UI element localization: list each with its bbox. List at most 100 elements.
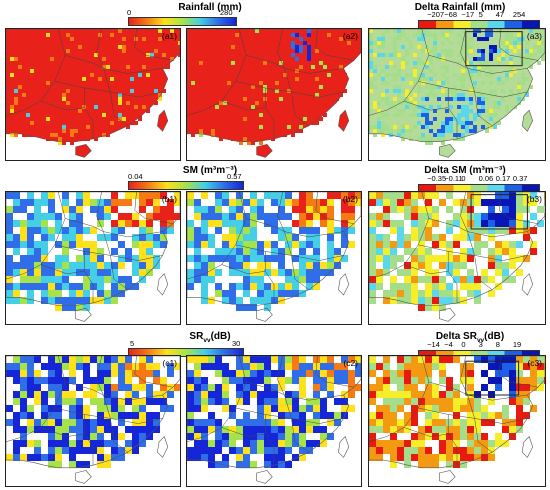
- map-grid-cell: [390, 227, 397, 234]
- map-grid-cell: [178, 37, 180, 41]
- map-grid-cell: [381, 97, 385, 101]
- map-grid-cell: [259, 121, 263, 125]
- map-grid-cell: [433, 41, 437, 45]
- map-grid-cell: [505, 33, 509, 37]
- map-grid-cell: [334, 419, 341, 426]
- map-grid-cell: [146, 255, 153, 262]
- map-grid-cell: [243, 384, 250, 391]
- colorbar-tick-label: −0.35: [427, 174, 447, 183]
- map-grid-cell: [376, 384, 383, 391]
- map-grid-cell: [125, 384, 132, 391]
- map-grid-cell: [383, 248, 390, 255]
- map-grid-cell: [497, 49, 501, 53]
- map-grid-cell: [502, 220, 509, 227]
- map-grid-cell: [477, 69, 481, 73]
- map-grid-cell: [313, 412, 320, 419]
- map-grid-cell: [327, 370, 334, 377]
- map-grid-cell: [347, 49, 351, 53]
- map-grid-cell: [34, 391, 41, 398]
- map-grid-cell: [263, 73, 267, 77]
- map-grid-cell: [381, 129, 385, 133]
- map-grid-cell: [250, 241, 257, 248]
- map-grid-cell: [521, 81, 525, 85]
- map-grid-cell: [247, 109, 251, 113]
- map-grid-cell: [62, 356, 69, 363]
- map-grid-cell: [134, 37, 138, 41]
- map-grid-cell: [250, 227, 257, 234]
- map-grid-cell: [481, 57, 485, 61]
- map-grid-cell: [405, 93, 409, 97]
- map-grid-cell: [283, 61, 287, 65]
- map-grid-cell: [62, 97, 66, 101]
- map-grid-cell: [102, 113, 106, 117]
- panel-label: (c3): [527, 358, 542, 368]
- map-grid-cell: [489, 45, 493, 49]
- map-canvas: [369, 29, 545, 158]
- map-grid-cell: [201, 419, 208, 426]
- map-grid-cell: [50, 81, 54, 85]
- map-grid-cell: [13, 356, 20, 363]
- map-grid-cell: [20, 276, 27, 283]
- map-grid-cell: [187, 377, 194, 384]
- map-grid-cell: [104, 206, 111, 213]
- map-grid-cell: [313, 391, 320, 398]
- map-grid-cell: [457, 133, 461, 137]
- map-grid-cell: [191, 117, 195, 121]
- map-grid-cell: [62, 440, 69, 447]
- map-grid-cell: [10, 65, 14, 69]
- map-grid-cell: [481, 269, 488, 276]
- map-grid-cell: [215, 391, 222, 398]
- map-grid-cell: [195, 121, 199, 125]
- map-grid-cell: [441, 137, 445, 141]
- land-area: [338, 436, 349, 458]
- map-grid-cell: [142, 101, 146, 105]
- map-grid-cell: [397, 391, 404, 398]
- map-grid-cell: [341, 220, 348, 227]
- map-grid-cell: [544, 377, 545, 384]
- map-grid-cell: [187, 426, 194, 433]
- map-grid-cell: [493, 105, 497, 109]
- map-grid-cell: [229, 262, 236, 269]
- map-grid-cell: [341, 405, 348, 412]
- map-grid-cell: [259, 133, 263, 137]
- map-grid-cell: [489, 69, 493, 73]
- map-grid-cell: [146, 433, 153, 440]
- map-grid-cell: [194, 447, 201, 454]
- map-grid-cell: [20, 262, 27, 269]
- map-grid-cell: [150, 65, 154, 69]
- map-grid-cell: [167, 206, 174, 213]
- panel-label: (b3): [526, 194, 542, 204]
- map-grid-cell: [70, 133, 74, 137]
- map-grid-cell: [439, 255, 446, 262]
- map-grid-cell: [139, 433, 146, 440]
- map-grid-cell: [69, 297, 76, 304]
- map-grid-cell: [6, 73, 10, 77]
- map-grid-cell: [429, 89, 433, 93]
- map-grid-cell: [530, 384, 537, 391]
- map-grid-cell: [331, 49, 335, 53]
- map-grid-cell: [10, 69, 14, 73]
- map-panel-a1: (a1): [5, 28, 181, 161]
- map-grid-cell: [373, 65, 377, 69]
- map-grid-cell: [76, 426, 83, 433]
- map-grid-cell: [497, 29, 501, 33]
- map-grid-cell: [355, 199, 361, 206]
- map-grid-cell: [150, 93, 154, 97]
- map-grid-cell: [339, 85, 343, 89]
- map-grid-cell: [41, 454, 48, 461]
- map-grid-cell: [70, 37, 74, 41]
- map-grid-cell: [295, 45, 299, 49]
- map-grid-cell: [118, 363, 125, 370]
- map-grid-cell: [299, 199, 306, 206]
- map-grid-cell: [401, 29, 405, 33]
- map-grid-cell: [229, 440, 236, 447]
- map-grid-cell: [66, 77, 70, 81]
- map-grid-cell: [433, 93, 437, 97]
- map-grid-cell: [369, 426, 376, 433]
- map-grid-cell: [319, 117, 323, 121]
- map-grid-cell: [76, 461, 83, 468]
- map-grid-cell: [369, 234, 376, 241]
- map-grid-cell: [118, 241, 125, 248]
- map-grid-cell: [295, 73, 299, 77]
- map-grid-cell: [433, 73, 437, 77]
